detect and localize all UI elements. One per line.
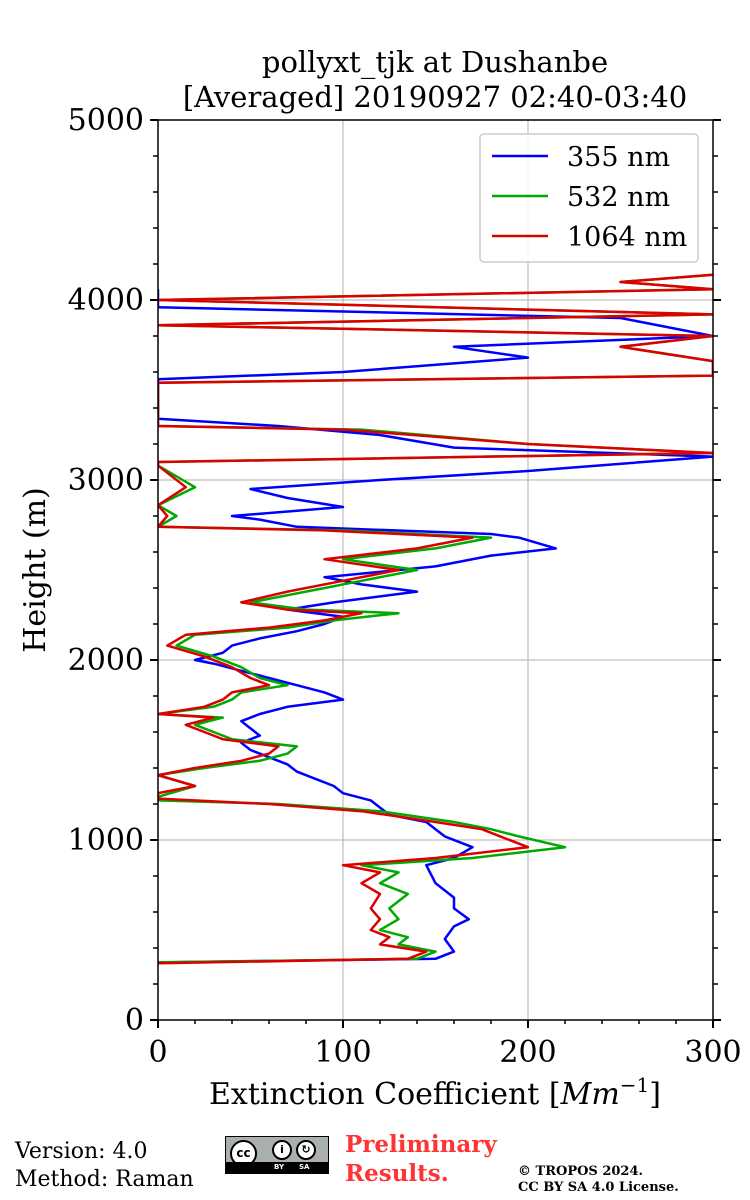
series-line-355-nm: [158, 289, 713, 964]
y-tick-label: 2000: [68, 643, 144, 678]
x-tick-label: 0: [148, 1035, 167, 1070]
chart-title-line-1: pollyxt_tjk at Dushanbe: [262, 45, 608, 80]
plot-frame: [157, 119, 714, 1021]
x-axis-label-end: ]: [649, 1077, 661, 1112]
copyright-line-1: © TROPOS 2024.: [518, 1164, 644, 1179]
method-text: Method: Raman: [15, 1167, 194, 1192]
x-axis-label-exponent: −1: [620, 1073, 649, 1097]
series-line-1064-nm: [158, 273, 713, 965]
copyright-note: © TROPOS 2024. CC BY SA 4.0 License.: [518, 1164, 679, 1196]
y-tick-label: 1000: [68, 823, 144, 858]
y-tick-label: 4000: [68, 283, 144, 318]
legend-label: 532 nm: [567, 182, 670, 213]
y-tick-label: 5000: [68, 103, 144, 138]
x-axis-label-text: Extinction Coefficient [: [209, 1077, 561, 1112]
share-alike-icon: ↻: [296, 1140, 316, 1160]
legend-box: [479, 133, 699, 263]
footer-info: Version: 4.0 Method: Raman: [15, 1138, 194, 1194]
series-line-532-nm: [158, 273, 713, 964]
preliminary-line-2: Results.: [345, 1160, 449, 1187]
x-tick-label: 200: [499, 1035, 556, 1070]
legend-label: 355 nm: [567, 142, 670, 173]
x-axis-label: Extinction Coefficient [Mm−1]: [209, 1073, 661, 1112]
y-axis-label: Height (m): [18, 487, 53, 652]
sa-label: SA: [299, 1163, 310, 1171]
x-axis-label-unit: Mm: [560, 1077, 620, 1112]
version-text: Version: 4.0: [15, 1139, 148, 1164]
x-tick-label: 100: [314, 1035, 371, 1070]
by-attribution-icon: i: [272, 1140, 292, 1160]
preliminary-results-note: Preliminary Results.: [345, 1130, 497, 1188]
cc-license-badge[interactable]: cc i ↻ BY SA: [225, 1136, 329, 1174]
by-label: BY: [274, 1163, 285, 1171]
x-tick-label: 300: [684, 1035, 741, 1070]
preliminary-line-1: Preliminary: [345, 1131, 497, 1158]
copyright-line-2: CC BY SA 4.0 License.: [518, 1180, 679, 1195]
legend-label: 1064 nm: [567, 222, 687, 253]
chart-title-line-2: [Averaged] 20190927 02:40-03:40: [183, 80, 687, 114]
legend: 355 nm 532 nm 1064 nm: [479, 133, 699, 263]
cc-badge-bar: BY SA: [226, 1162, 328, 1173]
y-tick-label: 3000: [68, 463, 144, 498]
y-tick-label: 0: [125, 1003, 144, 1038]
series-group: [158, 273, 713, 965]
chart-titles: pollyxt_tjk at Dushanbe[Averaged] 201909…: [18, 45, 687, 1112]
